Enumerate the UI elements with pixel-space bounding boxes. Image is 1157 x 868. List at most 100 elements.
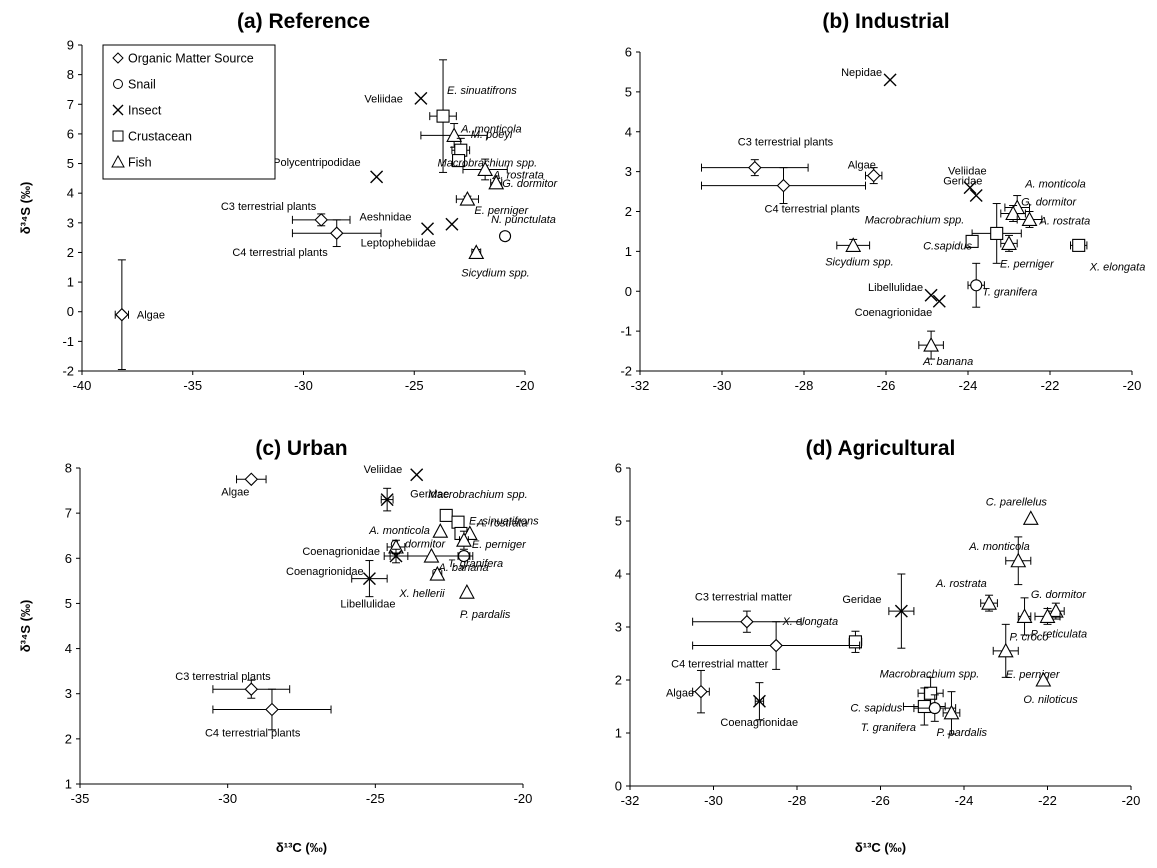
y-tick-label: 4 [625, 124, 632, 139]
point-label: E. perniger [1006, 669, 1061, 681]
data-point: Macrobrachium spp. [438, 154, 537, 170]
triangle-marker [923, 336, 940, 352]
point-label: A. monticola [368, 525, 430, 537]
point-label: Algae [137, 310, 165, 322]
point-label: X. elongata [1089, 261, 1146, 273]
x-tick-label: -30 [294, 378, 313, 393]
y-tick-label: 6 [65, 551, 72, 566]
data-point: A. banana [918, 330, 973, 368]
data-point: Leptophebiidae [361, 217, 459, 249]
legend-item: Fish [111, 154, 152, 170]
square-marker [451, 154, 466, 168]
legend-item: Crustacean [112, 130, 192, 144]
data-point: N. punctulata [491, 214, 556, 243]
point-label: A. monticola [968, 541, 1030, 553]
y-tick-label: 4 [615, 567, 622, 582]
point-label: G. dormitor [1031, 589, 1087, 601]
data-point: Geridae [380, 487, 449, 512]
point-label: Libellulidae [340, 599, 395, 611]
data-point: Algae [221, 472, 267, 498]
point-label: P. croco [1010, 631, 1049, 643]
square-marker [965, 234, 979, 248]
diamond-marker [776, 178, 791, 193]
x-tick-label: -26 [877, 378, 896, 393]
data-point: Coenagrionidae [855, 294, 946, 319]
data-point: Veliidae [948, 166, 987, 195]
y-tick-label: -2 [62, 364, 74, 379]
data-point: X. hellerii [398, 565, 446, 600]
x-tick-label: -28 [795, 378, 814, 393]
triangle-marker [845, 237, 862, 252]
y-tick-label: 4 [65, 641, 72, 656]
x-axis-title: δ¹³C (‰) [276, 840, 327, 855]
data-point: C3 terrestrial plants [221, 201, 351, 227]
point-label: G. dormitor [502, 178, 558, 190]
x-tick-label: -20 [1123, 378, 1142, 393]
point-label: A. monticola [1024, 179, 1086, 191]
point-label: Coenagrionidae [302, 546, 380, 558]
x-marker [380, 493, 394, 507]
data-point: C.sapidus [923, 234, 979, 252]
x-marker [932, 294, 946, 308]
y-tick-label: 1 [67, 275, 74, 290]
square-marker [917, 699, 931, 714]
y-tick-label: -1 [620, 324, 632, 339]
y-axis-title: δ³⁴S (‰) [18, 182, 33, 235]
marker-x-stroke [410, 468, 424, 482]
point-label: N. punctulata [491, 214, 556, 226]
diamond-marker [748, 160, 762, 175]
panel-4: (d) Agricultural 0 1 2 3 4 5 6 -32 -30 -28 -26 -24 -2… [615, 437, 1141, 855]
data-point: E. perniger [455, 190, 530, 217]
triangle-marker [111, 154, 125, 168]
data-point: T. granifera [448, 549, 503, 570]
diamond-marker [769, 638, 783, 653]
triangle-marker [1039, 608, 1056, 623]
y-tick-label: 0 [625, 284, 632, 299]
marker-x-stroke [969, 189, 983, 203]
data-point: X. elongata [1070, 238, 1146, 273]
y-tick-label: 4 [67, 186, 74, 201]
point-label: E. sinuatifrons [469, 515, 539, 527]
point-label: C. sapidus [850, 703, 902, 715]
data-point: C4 terrestrial plants [205, 688, 332, 740]
point-label: Macrobrachium spp. [428, 489, 528, 501]
y-tick-label: 7 [67, 97, 74, 112]
data-point: Libellulidae [868, 282, 938, 302]
data-point: Aeshnidae [360, 212, 435, 236]
data-point: Macrobrachium spp. [880, 668, 979, 710]
data-point: C. parellelus [986, 496, 1047, 525]
x-marker [370, 170, 384, 184]
x-tick-label: -22 [1041, 378, 1060, 393]
point-label: Veliidae [364, 93, 403, 105]
data-point: A. monticola [968, 536, 1032, 586]
x-marker [924, 288, 938, 302]
x-tick-label: -35 [183, 378, 202, 393]
triangle-marker [488, 174, 505, 190]
y-tick-label: 1 [625, 244, 632, 259]
x-tick-label: -30 [713, 378, 732, 393]
point-label: Veliidae [364, 464, 403, 476]
data-point: P. pardalis [458, 583, 511, 621]
point-label: P. pardalis [460, 609, 511, 621]
triangle-marker [997, 642, 1014, 658]
point-label: Nepidae [841, 67, 882, 79]
triangle-marker [429, 565, 446, 581]
data-point: P. croco [1010, 597, 1049, 643]
data-point: O. niloticus [1023, 671, 1078, 706]
point-label: G. dormitor [1021, 196, 1077, 208]
data-point: Veliidae [364, 91, 428, 105]
point-label: Geridae [410, 489, 449, 501]
point-label: C.sapidus [923, 240, 972, 252]
data-point: Algae [848, 160, 883, 185]
y-tick-label: 5 [67, 156, 74, 171]
point-label: M. poeyi [471, 129, 513, 141]
data-point: C3 terrestrial plants [175, 671, 291, 699]
triangle-marker [423, 547, 440, 563]
x-tick-label: -35 [71, 791, 90, 806]
y-tick-label: 2 [625, 204, 632, 219]
x-tick-label: -32 [631, 378, 650, 393]
x-tick-label: -28 [788, 793, 807, 808]
data-point: Polycentripodidae [273, 157, 384, 184]
point-label: C4 terrestrial plants [232, 247, 328, 259]
panel-title: (b) Industrial [822, 10, 949, 33]
